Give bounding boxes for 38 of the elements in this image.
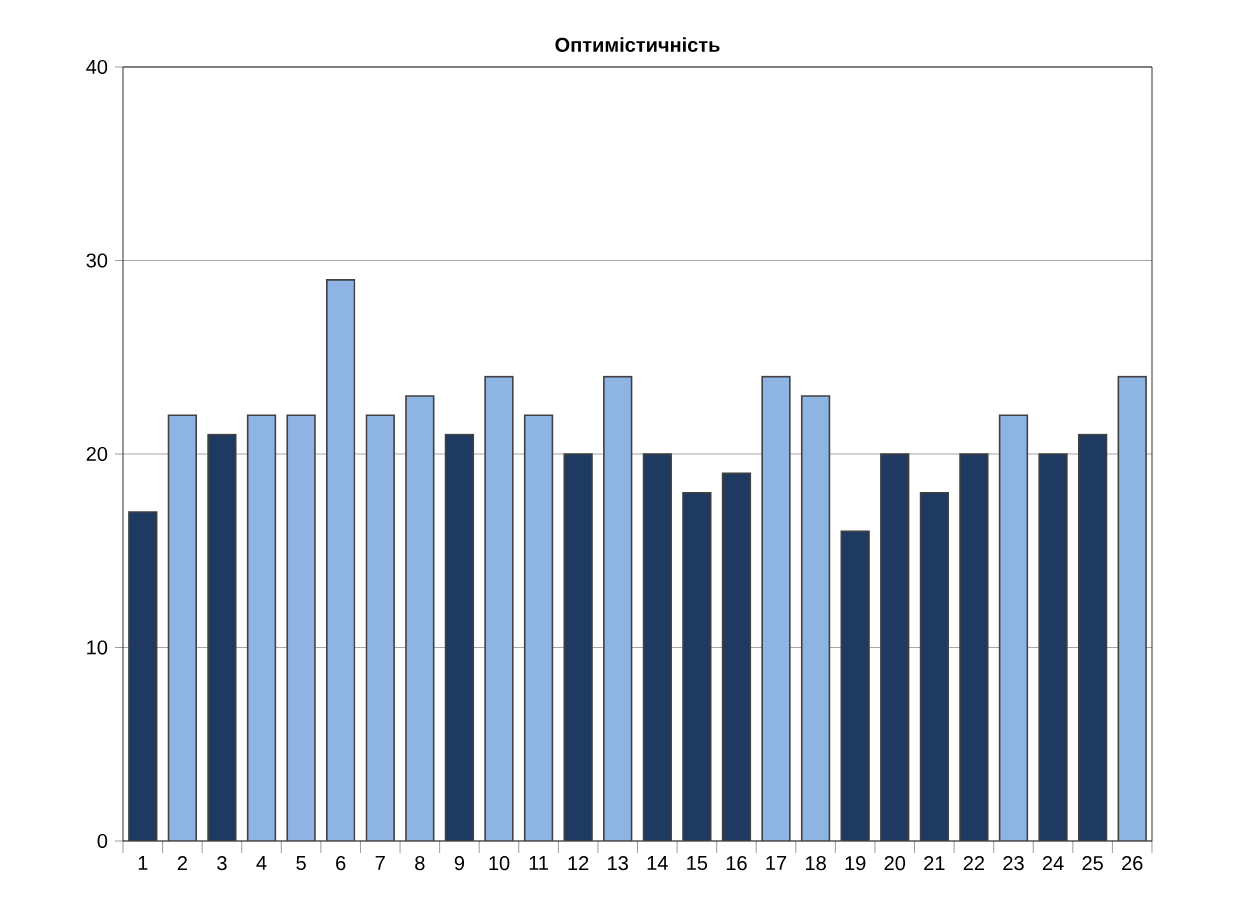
- x-tick-label: 14: [647, 856, 668, 870]
- x-tick-label: 10: [489, 856, 510, 871]
- y-tick-label: 20: [86, 446, 108, 462]
- x-tick-label: 13: [608, 856, 628, 871]
- x-tick-label: 23: [1003, 856, 1024, 871]
- x-tick-label: 3: [217, 856, 227, 871]
- x-tick-label: 20: [884, 856, 906, 871]
- x-tick-label: 16: [726, 856, 747, 871]
- x-tick-label: 1: [138, 856, 148, 870]
- x-tick-label: 12: [568, 856, 589, 871]
- y-tick-label: 30: [86, 253, 108, 268]
- bar: [326, 279, 356, 841]
- y-tick-label: 0: [97, 833, 108, 849]
- x-tick-label: 25: [1082, 856, 1103, 871]
- bar: [761, 375, 791, 841]
- x-tick-label: 2: [177, 856, 187, 871]
- x-tick-label: 22: [963, 856, 985, 871]
- x-tick-label: 24: [1042, 856, 1064, 871]
- x-tick-label: 5: [296, 856, 306, 870]
- bar: [919, 491, 949, 841]
- bar: [484, 375, 514, 841]
- bar: [207, 433, 237, 841]
- x-tick-label: 15: [687, 856, 708, 870]
- x-tick-label: 17: [766, 856, 787, 870]
- x-tick-label: 7: [375, 856, 385, 870]
- x-tick-label: 4: [256, 856, 267, 870]
- x-tick-label: 6: [336, 856, 346, 871]
- x-tick-label: 21: [924, 856, 945, 871]
- x-tick-label: 26: [1122, 856, 1143, 871]
- y-tick-label: 10: [87, 640, 108, 655]
- x-tick-label: 18: [806, 856, 826, 871]
- x-tick-label: 11: [529, 856, 548, 870]
- x-tick-label: 8: [415, 856, 425, 871]
- x-tick-label: 19: [845, 856, 866, 871]
- bar: [365, 414, 395, 841]
- chart-title: Оптимістичність: [555, 37, 720, 52]
- y-tick-label: 40: [86, 59, 108, 75]
- x-tick-label: 9: [454, 856, 465, 871]
